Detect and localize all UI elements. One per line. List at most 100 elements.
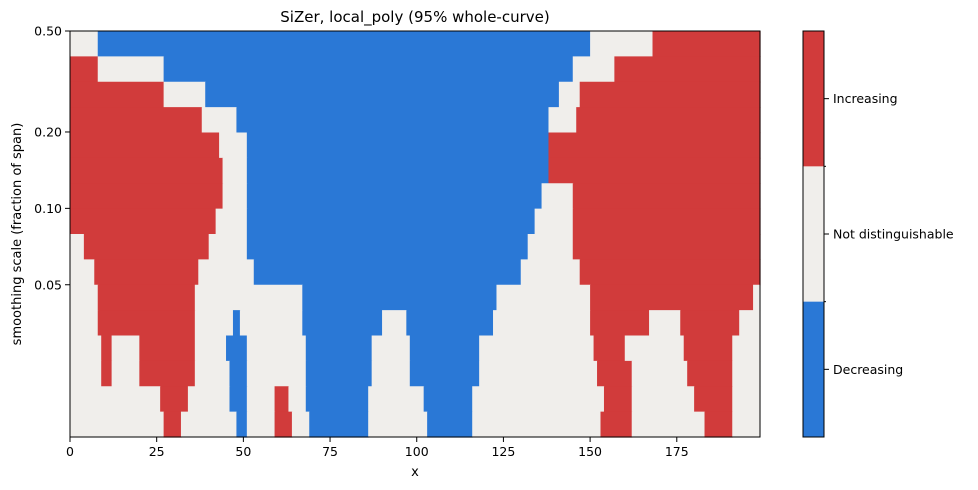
cell-increasing: [101, 335, 113, 362]
cell-not-distinguishable: [70, 310, 99, 337]
colorbar-frame: [802, 30, 825, 438]
cell-decreasing: [305, 386, 369, 413]
cell-increasing: [687, 360, 733, 387]
cell-not-distinguishable: [753, 284, 761, 311]
cell-increasing: [572, 208, 761, 235]
cell-increasing: [70, 132, 220, 159]
cell-not-distinguishable: [534, 208, 574, 235]
cell-decreasing: [309, 411, 369, 438]
cell-not-distinguishable: [739, 310, 761, 337]
cell-decreasing: [246, 157, 550, 184]
colorbar: Increasing Not distinguishable Decreasing: [802, 30, 954, 438]
cell-increasing: [694, 386, 733, 413]
cell-decreasing: [246, 183, 543, 210]
cell-increasing: [274, 411, 293, 438]
cell-not-distinguishable: [180, 411, 238, 438]
cell-increasing: [680, 310, 740, 337]
cell-not-distinguishable: [70, 31, 99, 57]
cell-increasing: [163, 411, 182, 438]
cell-not-distinguishable: [187, 386, 231, 413]
cell-not-distinguishable: [368, 386, 425, 413]
cell-not-distinguishable: [548, 107, 577, 134]
cell-increasing: [652, 31, 761, 57]
cell-not-distinguishable: [111, 335, 140, 362]
cell-not-distinguishable: [624, 335, 685, 362]
x-axis-ticks: 0 25 50 75 100 125 150 175: [66, 437, 689, 459]
cell-decreasing: [236, 411, 248, 438]
cell-not-distinguishable: [496, 284, 591, 311]
cell-increasing: [160, 386, 189, 413]
cell-not-distinguishable: [208, 234, 248, 260]
cell-increasing: [94, 259, 199, 286]
y-tick-label: 0.20: [34, 124, 62, 139]
cell-increasing: [579, 259, 761, 286]
cell-not-distinguishable: [479, 335, 595, 362]
cell-not-distinguishable: [371, 335, 411, 362]
cell-increasing: [593, 335, 626, 362]
colorbar-decreasing: [803, 301, 824, 438]
cell-increasing: [70, 208, 217, 235]
cell-decreasing: [305, 360, 373, 387]
cell-not-distinguishable: [631, 411, 706, 438]
cell-not-distinguishable: [246, 411, 276, 438]
cell-increasing: [274, 386, 290, 413]
cell-not-distinguishable: [382, 310, 407, 337]
cell-not-distinguishable: [631, 386, 695, 413]
cell-decreasing: [302, 284, 498, 311]
cell-not-distinguishable: [541, 183, 574, 210]
cell-increasing: [683, 335, 733, 362]
cell-decreasing: [229, 386, 248, 413]
cell-decreasing: [236, 107, 550, 134]
cell-increasing: [576, 107, 761, 134]
cell-not-distinguishable: [291, 411, 310, 438]
cell-increasing: [590, 310, 650, 337]
cell-not-distinguishable: [70, 259, 95, 286]
cell-increasing: [70, 107, 203, 134]
cell-not-distinguishable: [371, 360, 411, 387]
cell-increasing: [97, 284, 196, 311]
cell-decreasing: [232, 310, 241, 337]
chart-title: SiZer, local_poly (95% whole-curve): [280, 8, 549, 27]
cell-not-distinguishable: [527, 234, 574, 260]
y-tick-label: 0.05: [34, 277, 62, 292]
cell-increasing: [83, 234, 210, 260]
plot-frame: [69, 30, 761, 438]
cell-decreasing: [97, 31, 591, 57]
cell-not-distinguishable: [163, 81, 206, 108]
cell-not-distinguishable: [215, 208, 248, 235]
cell-increasing: [597, 360, 633, 387]
cell-decreasing: [229, 360, 248, 387]
cell-increasing: [101, 360, 113, 387]
x-tick-label: 0: [66, 444, 74, 459]
x-tick-label: 75: [322, 444, 338, 459]
cell-decreasing: [406, 310, 494, 337]
cell-not-distinguishable: [222, 183, 248, 210]
cell-increasing: [603, 386, 633, 413]
cell-increasing: [572, 183, 761, 210]
cell-increasing: [70, 157, 224, 184]
cell-not-distinguishable: [70, 360, 102, 387]
cell-increasing: [704, 411, 733, 438]
cell-not-distinguishable: [732, 360, 761, 387]
cell-decreasing: [305, 335, 373, 362]
cell-not-distinguishable: [194, 310, 234, 337]
cell-not-distinguishable: [239, 310, 303, 337]
x-tick-label: 125: [491, 444, 515, 459]
cell-increasing: [600, 411, 633, 438]
x-tick-label: 100: [405, 444, 429, 459]
cell-increasing: [572, 234, 761, 260]
cell-decreasing: [427, 411, 473, 438]
cell-decreasing: [302, 310, 383, 337]
cell-not-distinguishable: [70, 234, 85, 260]
cell-decreasing: [246, 132, 550, 159]
cell-not-distinguishable: [222, 157, 248, 184]
y-axis-ticks: 0.05 0.10 0.20 0.50: [34, 24, 70, 292]
x-tick-label: 150: [578, 444, 602, 459]
cell-increasing: [614, 56, 761, 83]
cell-not-distinguishable: [558, 81, 581, 108]
x-axis-label: x: [411, 465, 419, 480]
cell-not-distinguishable: [479, 360, 598, 387]
cell-not-distinguishable: [246, 360, 307, 387]
cell-not-distinguishable: [649, 310, 681, 337]
